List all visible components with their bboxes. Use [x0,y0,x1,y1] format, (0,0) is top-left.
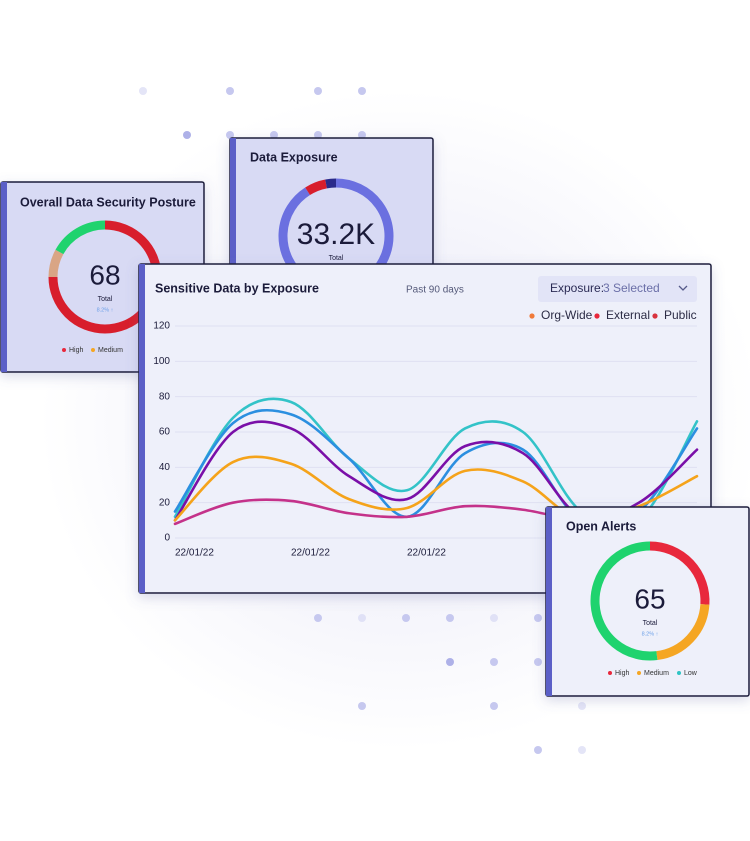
y-tick-label: 80 [159,391,171,402]
legend-dot [608,671,612,675]
legend-dot [594,313,600,319]
filter-label: Exposure: [550,281,604,295]
y-tick-label: 0 [164,533,170,544]
card-accent [1,182,7,372]
center-value: 65 [634,583,665,614]
x-tick-label: 22/01/22 [407,548,446,559]
legend-dot [652,313,658,319]
open-alerts-card: Open Alerts 65 Total 8.2% ↑ High Medium Low [545,506,750,697]
filter-value: 3 Selected [603,281,660,295]
filter-dropdown[interactable] [538,276,697,302]
card-title: Sensitive Data by Exposure [155,281,319,295]
legend-dot [62,348,66,352]
donut-segment [55,220,106,255]
card-title: Open Alerts [566,519,636,533]
legend-dot [91,348,95,352]
subtitle: Past 90 days [406,285,464,296]
donut-segment [325,178,337,189]
change-label: 8.2% ↑ [642,631,659,637]
card-title: Data Exposure [250,150,338,164]
y-tick-label: 100 [153,356,170,367]
center-sublabel: Total [329,255,344,262]
legend-label: Medium [98,347,123,354]
donut-segment [48,249,64,278]
card-accent [546,507,552,696]
dropdown-chevron [678,285,688,291]
y-tick-label: 20 [159,497,171,508]
x-tick-label: 22/01/22 [175,548,214,559]
legend-label: High [615,670,630,677]
center-value: 68 [89,259,120,290]
y-tick-label: 40 [159,462,171,473]
legend-dot [529,313,535,319]
legend-label: Medium [644,670,669,677]
legend-label: External [606,308,650,322]
legend-label: Low [684,670,698,677]
card-accent [230,138,236,328]
y-tick-label: 60 [159,427,171,438]
center-sublabel: Total [98,296,113,303]
legend-dot [677,671,681,675]
center-value: 33.2K [297,218,375,251]
x-tick-label: 22/01/22 [291,548,330,559]
center-sublabel: Total [643,620,658,627]
y-tick-label: 120 [153,321,170,332]
legend-label: High [69,347,84,354]
legend-label: Org-Wide [541,308,593,322]
legend-label: Public [664,308,697,322]
change-label: 8.2% ↑ [97,307,114,313]
donut-segment [305,179,328,196]
card-title: Overall Data Security Posture [20,195,196,209]
card-accent [139,264,145,593]
donut-segment [656,604,710,661]
donut-segment [590,541,658,661]
legend-dot [637,671,641,675]
donut-segment [649,541,710,605]
posture-card: Overall Data Security Posture 68 Total 8.2%… [0,181,205,373]
decor-dots [139,87,586,754]
